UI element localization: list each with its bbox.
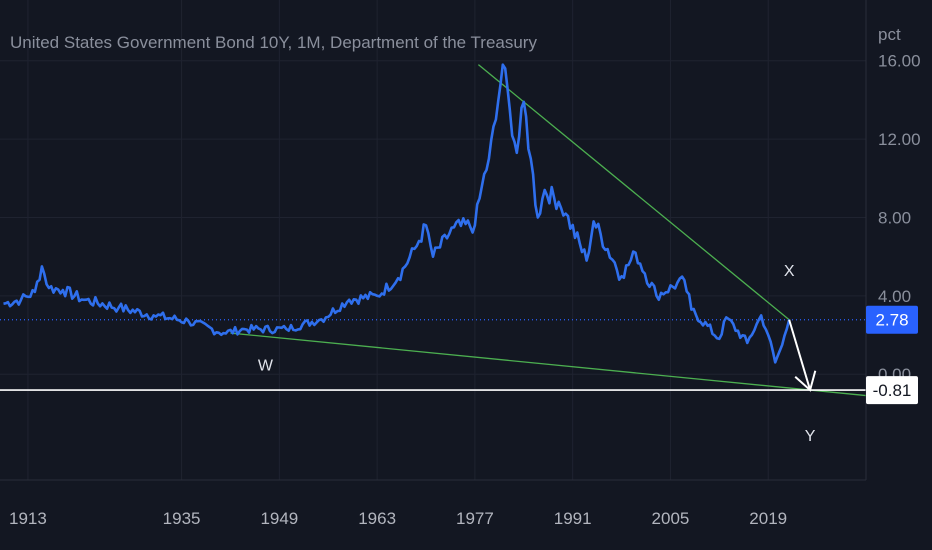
annotation-label: W bbox=[258, 357, 274, 374]
trendlines bbox=[230, 64, 867, 397]
x-tick-label: 2019 bbox=[749, 509, 787, 528]
price-label-box bbox=[866, 305, 918, 334]
x-tick-label: 1991 bbox=[554, 509, 592, 528]
annotations: W X Y bbox=[258, 263, 816, 445]
x-tick-label: 2005 bbox=[652, 509, 690, 528]
x-tick-label: 1935 bbox=[163, 509, 201, 528]
arrow-head bbox=[794, 370, 817, 392]
x-tick-label: 1963 bbox=[358, 509, 396, 528]
yield-series-line[interactable] bbox=[3, 63, 791, 364]
x-tick-label: 1949 bbox=[260, 509, 298, 528]
x-tick-label: 1913 bbox=[9, 509, 47, 528]
grid bbox=[0, 0, 866, 480]
trendline[interactable] bbox=[230, 332, 867, 397]
trendline[interactable] bbox=[477, 64, 790, 321]
x-tick-label: 1977 bbox=[456, 509, 494, 528]
price-label-text: 2.78 bbox=[875, 311, 908, 330]
y-unit-label: pct bbox=[878, 25, 901, 44]
forecast-arrow bbox=[788, 319, 817, 392]
price-labels: 2.78 -0.81 bbox=[866, 305, 918, 405]
chart-title: United States Government Bond 10Y, 1M, D… bbox=[10, 33, 537, 52]
price-label-text: -0.81 bbox=[873, 381, 912, 400]
series-layer bbox=[3, 63, 791, 364]
annotation-label: Y bbox=[805, 428, 816, 445]
annotation-label: X bbox=[784, 263, 795, 280]
horizontal-lines bbox=[0, 319, 866, 391]
price-scale-bg bbox=[866, 0, 932, 550]
y-tick-label: 8.00 bbox=[878, 208, 911, 227]
price-label-box bbox=[866, 376, 918, 405]
x-axis[interactable]: 1913 1935 1949 1963 1977 1991 2005 2019 bbox=[9, 509, 787, 528]
arrow-shaft[interactable] bbox=[788, 319, 812, 391]
y-tick-label: 4.00 bbox=[878, 287, 911, 306]
y-tick-label: 12.00 bbox=[878, 130, 921, 149]
y-tick-label: 16.00 bbox=[878, 52, 921, 71]
